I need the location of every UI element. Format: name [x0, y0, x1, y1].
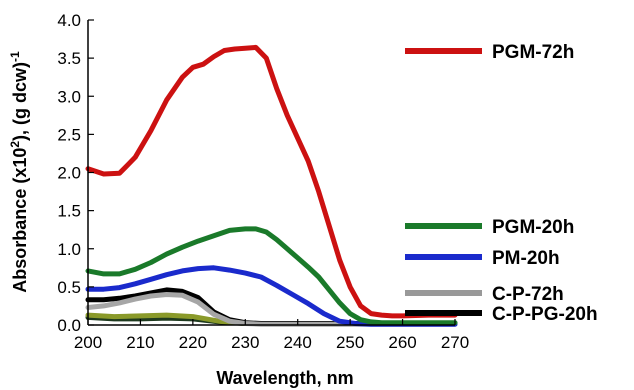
- y-tick-label: 1.5: [57, 202, 81, 221]
- series-line-c-p-72h: [85, 292, 458, 327]
- legend-label-c-p-pg-20h: C-P-PG-20h: [492, 304, 598, 325]
- y-tick-label: 0.0: [57, 316, 81, 335]
- y-tick-label: 4.0: [57, 11, 81, 30]
- y-tick-label: 2.5: [57, 125, 81, 144]
- legend-label-pm-20h: PM-20h: [492, 248, 560, 269]
- y-tick-label: 0.5: [57, 278, 81, 297]
- y-tick-label: 3.5: [57, 49, 81, 68]
- x-tick-label: 270: [441, 333, 469, 352]
- y-axis-title: Absorbance (x102), (g dcw)-1: [8, 51, 30, 293]
- legend-label-pgm-72h: PGM-72h: [492, 42, 574, 63]
- x-tick-label: 200: [74, 333, 102, 352]
- x-tick-label: 220: [179, 333, 207, 352]
- x-tick-label: 210: [126, 333, 154, 352]
- y-tick-label: 3.0: [57, 87, 81, 106]
- plot-lines: [85, 44, 458, 327]
- legend-label-c-p-72h: C-P-72h: [492, 284, 564, 305]
- ticks: 200 210 220 230 240 250 260 270 0.0 0.5 1.0 1.5 2.0 2…: [57, 11, 469, 352]
- series-line-pgm-20h: [85, 226, 458, 326]
- x-axis-title: Wavelength, nm: [216, 368, 353, 388]
- x-tick-label: 260: [388, 333, 416, 352]
- legend-label-pgm-20h: PGM-20h: [492, 217, 574, 238]
- y-tick-label: 2.0: [57, 164, 81, 183]
- y-tick-label: 1.0: [57, 240, 81, 259]
- x-tick-label: 250: [336, 333, 364, 352]
- series-line-pgm-72h: [85, 44, 458, 319]
- x-tick-label: 230: [231, 333, 259, 352]
- x-tick-label: 240: [284, 333, 312, 352]
